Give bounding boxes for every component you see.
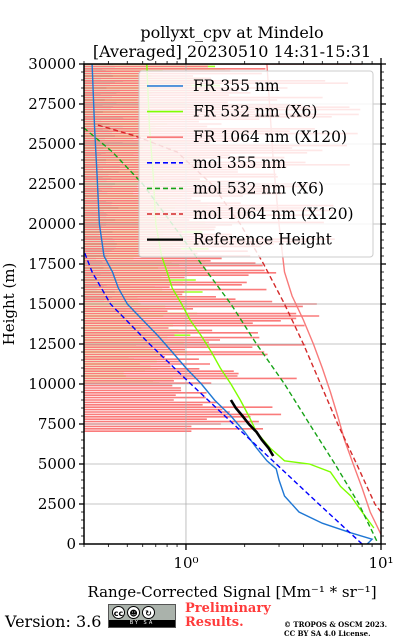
preliminary-line-2: Results. xyxy=(185,615,244,630)
series-line-0 xyxy=(91,64,374,544)
y-tick-label: 30000 xyxy=(28,55,76,73)
y-tick-label: 10000 xyxy=(28,375,76,393)
chart-legend: FR 355 nm FR 532 nm (X6) FR 1064 nm (X120)… xyxy=(138,70,374,258)
legend-label: FR 355 nm xyxy=(193,77,280,95)
cc-license-badge[interactable]: cc ☻ ↻ BY SA xyxy=(108,604,176,628)
y-tick-label: 5000 xyxy=(38,455,76,473)
series-line-4 xyxy=(84,127,378,542)
preliminary-notice: Preliminary Results. xyxy=(185,602,271,630)
version-label: Version: 3.6 xyxy=(5,612,102,631)
chart-title: pollyxt_cpv at Mindelo xyxy=(140,23,323,42)
legend-label: mol 1064 nm (X120) xyxy=(193,205,354,223)
legend-label: Reference Height xyxy=(193,231,333,249)
by-icon: ☻ xyxy=(127,606,140,619)
x-tick-label: 10⁰ xyxy=(173,554,198,572)
chart-subtitle: [Averaged] 20230510 14:31-15:31 xyxy=(93,42,371,61)
legend-label: FR 1064 nm (X120) xyxy=(193,128,347,146)
x-axis-label: Range-Corrected Signal [Mm⁻¹ * sr⁻¹] xyxy=(87,583,376,601)
legend-box xyxy=(138,70,374,258)
x-axis-ticks: 10⁰ 10¹ xyxy=(83,58,394,572)
y-axis-label: Height (m) xyxy=(0,263,18,346)
copyright-notice: © TROPOS & OSCM 2023. CC BY SA 4.0 Licen… xyxy=(284,620,387,638)
y-axis-ticks: 0 2500 5000 7500 10000 12500 15000 17500 20000 22… xyxy=(28,55,386,553)
x-tick-label: 10¹ xyxy=(368,554,393,572)
y-tick-label: 7500 xyxy=(38,415,76,433)
y-tick-label: 17500 xyxy=(28,255,76,273)
preliminary-line-1: Preliminary xyxy=(185,601,271,616)
cc-caption: BY SA xyxy=(109,620,175,627)
y-tick-label: 22500 xyxy=(28,175,76,193)
legend-label: FR 532 nm (X6) xyxy=(193,103,317,121)
y-tick-label: 0 xyxy=(66,535,76,553)
legend-label: mol 355 nm xyxy=(193,154,286,172)
series-line-6 xyxy=(229,399,275,457)
sa-icon: ↻ xyxy=(142,606,155,619)
legend-label: mol 532 nm (X6) xyxy=(193,179,324,197)
y-tick-label: 25000 xyxy=(28,135,76,153)
copyright-line-2: CC BY SA 4.0 License. xyxy=(284,629,371,638)
y-tick-label: 20000 xyxy=(28,215,76,233)
y-tick-label: 2500 xyxy=(38,495,76,513)
copyright-line-1: © TROPOS & OSCM 2023. xyxy=(284,620,388,629)
series-line-3 xyxy=(84,250,363,544)
cc-icon: cc xyxy=(112,606,125,619)
y-tick-label: 27500 xyxy=(28,95,76,113)
y-tick-label: 15000 xyxy=(28,295,76,313)
y-tick-label: 12500 xyxy=(28,335,76,353)
